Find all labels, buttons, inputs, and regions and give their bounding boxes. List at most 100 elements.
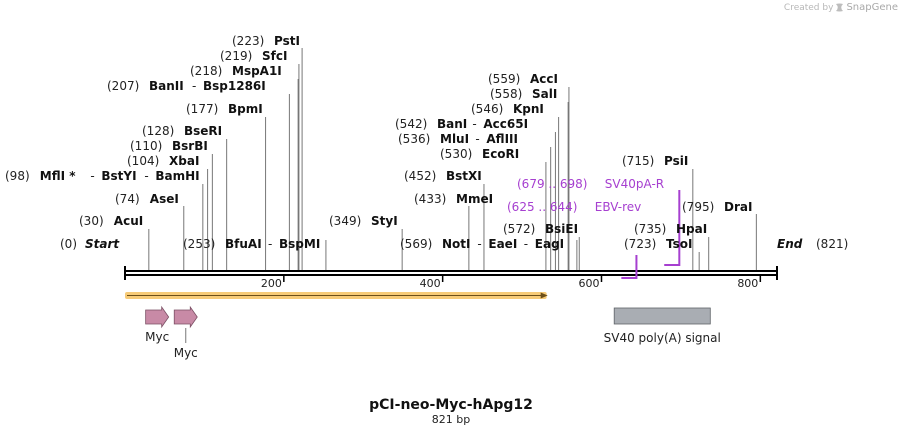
enzyme-name: PstI bbox=[274, 34, 300, 48]
map-title: pCI-neo-Myc-hApg12 bbox=[369, 397, 533, 413]
enzyme-name: KpnI bbox=[513, 102, 544, 116]
credit-brand: SnapGene bbox=[846, 2, 898, 13]
enzyme-site[interactable]: (530) EcoRI bbox=[440, 147, 519, 161]
enzyme-site[interactable]: (572) BsiEI bbox=[503, 222, 578, 236]
enzyme-position: (104) bbox=[127, 154, 159, 168]
enzyme-site[interactable]: (558) SalI bbox=[490, 87, 557, 101]
enzyme-name: BamHI bbox=[155, 169, 199, 183]
enzyme-site[interactable]: (349) StyI bbox=[329, 214, 398, 228]
enzyme-position: (98) bbox=[5, 169, 30, 183]
enzyme-position: (253) bbox=[183, 237, 215, 251]
enzyme-site[interactable]: (218) MspA1I bbox=[190, 64, 282, 78]
enzyme-site[interactable]: (723) TsoI bbox=[624, 237, 692, 251]
enzyme-name: BanII bbox=[149, 79, 184, 93]
enzyme-name: AflIII bbox=[486, 132, 518, 146]
scale-tick-label: 800 bbox=[737, 277, 758, 290]
enzyme-position: (542) bbox=[395, 117, 427, 131]
myc-tag-arrow[interactable] bbox=[173, 305, 198, 329]
enzyme-position: (795) bbox=[682, 200, 714, 214]
enzyme-name: BsiEI bbox=[545, 222, 578, 236]
end-label: End bbox=[777, 237, 803, 251]
credit-prefix: Created by bbox=[783, 2, 834, 13]
enzyme-position: (530) bbox=[440, 147, 472, 161]
scale-tick-label: 200 bbox=[261, 277, 282, 290]
feature-label: Myc bbox=[174, 346, 198, 360]
enzyme-name: XbaI bbox=[169, 154, 199, 168]
enzyme-position: (218) bbox=[190, 64, 222, 78]
enzyme-position: (30) bbox=[79, 214, 104, 228]
primer-label[interactable]: (625 .. 644) EBV-rev bbox=[507, 200, 641, 214]
enzyme-position: (223) bbox=[232, 34, 264, 48]
enzyme-position: (536) bbox=[398, 132, 430, 146]
enzyme-site[interactable]: (795) DraI bbox=[682, 200, 752, 214]
primer-name: EBV-rev bbox=[595, 200, 641, 214]
enzyme-position: (546) bbox=[471, 102, 503, 116]
enzyme-name: MluI bbox=[440, 132, 469, 146]
enzyme-position: (128) bbox=[142, 124, 174, 138]
enzyme-name: AcuI bbox=[114, 214, 143, 228]
enzyme-site[interactable]: (253) BfuAI - BspMI bbox=[183, 237, 320, 251]
enzyme-name: BstYI bbox=[101, 169, 136, 183]
enzyme-site[interactable]: (542) BanI - Acc65I bbox=[395, 117, 528, 131]
enzyme-site[interactable]: (735) HpaI bbox=[634, 222, 707, 236]
enzyme-site[interactable]: (110) BsrBI bbox=[130, 139, 208, 153]
enzyme-position: (572) bbox=[503, 222, 535, 236]
enzyme-position: (74) bbox=[115, 192, 140, 206]
enzyme-name: BspMI bbox=[279, 237, 320, 251]
name-separator: - bbox=[475, 132, 479, 146]
enzyme-position: (433) bbox=[414, 192, 446, 206]
enzyme-position: (569) bbox=[400, 237, 432, 251]
enzyme-name: MflI * bbox=[40, 169, 76, 183]
enzyme-site[interactable]: (74) AseI bbox=[115, 192, 179, 206]
enzyme-site[interactable]: (177) BpmI bbox=[186, 102, 263, 116]
enzyme-site[interactable]: (559) AccI bbox=[488, 72, 558, 86]
enzyme-position: (452) bbox=[404, 169, 436, 183]
enzyme-site[interactable]: (30) AcuI bbox=[79, 214, 143, 228]
enzyme-site[interactable]: (569) NotI - EaeI - EagI bbox=[400, 237, 564, 251]
primer-range: (625 .. 644) bbox=[507, 200, 577, 214]
enzyme-name: SfcI bbox=[262, 49, 287, 63]
feature-label: SV40 poly(A) signal bbox=[604, 331, 721, 345]
scale-tick-label: 400 bbox=[420, 277, 441, 290]
enzyme-position: (723) bbox=[624, 237, 656, 251]
enzyme-site[interactable]: (98) MflI * - BstYI - BamHI bbox=[5, 169, 200, 183]
myc-tag-arrow[interactable] bbox=[145, 305, 170, 329]
orf-arrowhead bbox=[540, 292, 548, 299]
enzyme-site[interactable]: (433) MmeI bbox=[414, 192, 493, 206]
enzyme-name: PsiI bbox=[664, 154, 688, 168]
enzyme-position: (219) bbox=[220, 49, 252, 63]
enzyme-name: AseI bbox=[150, 192, 179, 206]
enzyme-position: (110) bbox=[130, 139, 162, 153]
enzyme-site[interactable]: (452) BstXI bbox=[404, 169, 482, 183]
scale-tick-label: 600 bbox=[578, 277, 599, 290]
enzyme-name: EaeI bbox=[488, 237, 517, 251]
enzyme-site[interactable]: (536) MluI - AflIII bbox=[398, 132, 518, 146]
enzyme-position: (715) bbox=[622, 154, 654, 168]
enzyme-site[interactable]: (546) KpnI bbox=[471, 102, 544, 116]
enzyme-name: BanI bbox=[437, 117, 467, 131]
name-separator: - bbox=[192, 79, 196, 93]
enzyme-site[interactable]: (223) PstI bbox=[232, 34, 300, 48]
enzyme-name: Acc65I bbox=[483, 117, 528, 131]
enzyme-name: EcoRI bbox=[482, 147, 519, 161]
enzyme-site[interactable]: (219) SfcI bbox=[220, 49, 287, 63]
enzyme-name: BsrBI bbox=[172, 139, 208, 153]
primer-binding-mark bbox=[621, 255, 638, 279]
primer-range: (679 .. 698) bbox=[517, 177, 587, 191]
enzyme-name: AccI bbox=[530, 72, 558, 86]
enzyme-name: TsoI bbox=[666, 237, 692, 251]
primer-name: SV40pA-R bbox=[605, 177, 664, 191]
name-separator: - bbox=[144, 169, 148, 183]
enzyme-site[interactable]: (715) PsiI bbox=[622, 154, 688, 168]
enzyme-name: MmeI bbox=[456, 192, 493, 206]
enzyme-site[interactable]: (207) BanII - Bsp1286I bbox=[107, 79, 266, 93]
end-position: (821) bbox=[816, 237, 848, 251]
polya-signal-box[interactable] bbox=[613, 307, 711, 325]
enzyme-position: (735) bbox=[634, 222, 666, 236]
enzyme-name: EagI bbox=[535, 237, 564, 251]
name-separator: - bbox=[472, 117, 476, 131]
enzyme-site[interactable]: (104) XbaI bbox=[127, 154, 199, 168]
enzyme-site[interactable]: (128) BseRI bbox=[142, 124, 222, 138]
primer-label[interactable]: (679 .. 698) SV40pA-R bbox=[517, 177, 664, 191]
